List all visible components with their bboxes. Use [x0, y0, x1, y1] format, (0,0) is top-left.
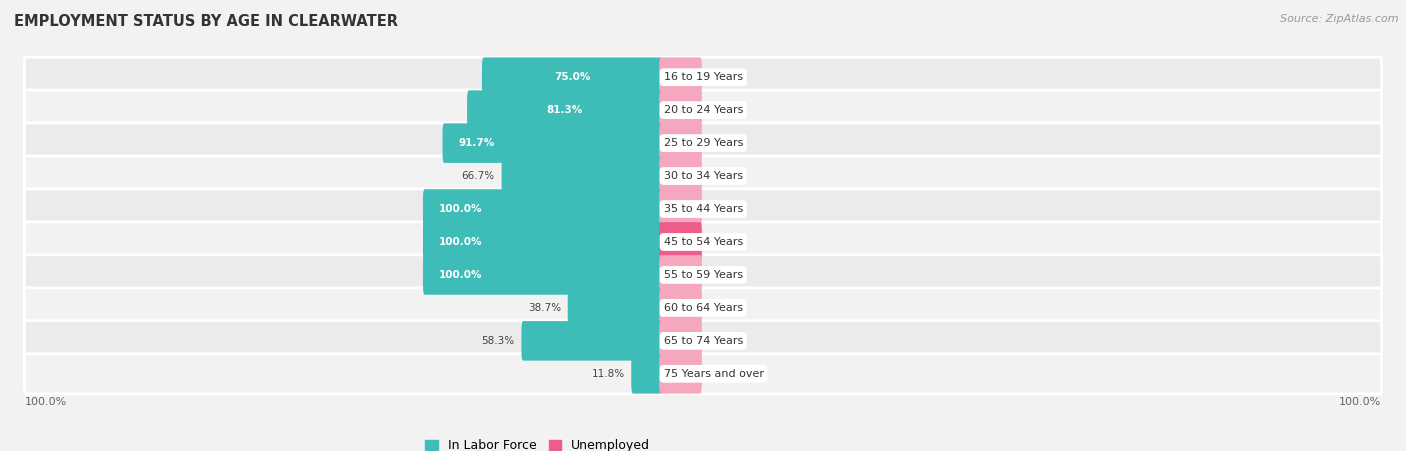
FancyBboxPatch shape — [24, 288, 1382, 328]
FancyBboxPatch shape — [659, 123, 702, 163]
FancyBboxPatch shape — [423, 189, 662, 229]
Text: 91.7%: 91.7% — [458, 138, 495, 148]
Text: 35 to 44 Years: 35 to 44 Years — [664, 204, 742, 214]
Text: 0.0%: 0.0% — [709, 72, 735, 82]
FancyBboxPatch shape — [24, 354, 1382, 394]
Text: 100.0%: 100.0% — [25, 397, 67, 407]
FancyBboxPatch shape — [659, 255, 702, 295]
Text: 0.0%: 0.0% — [709, 336, 735, 346]
Text: 14.7%: 14.7% — [662, 237, 695, 247]
Text: 0.0%: 0.0% — [709, 270, 735, 280]
Text: 75.0%: 75.0% — [554, 72, 591, 82]
FancyBboxPatch shape — [467, 90, 662, 130]
FancyBboxPatch shape — [659, 321, 702, 361]
Text: 20 to 24 Years: 20 to 24 Years — [664, 105, 742, 115]
Text: 75 Years and over: 75 Years and over — [664, 369, 763, 379]
Text: 0.0%: 0.0% — [709, 204, 735, 214]
FancyBboxPatch shape — [24, 222, 1382, 262]
Text: 100.0%: 100.0% — [439, 270, 482, 280]
FancyBboxPatch shape — [24, 123, 1382, 163]
FancyBboxPatch shape — [24, 156, 1382, 196]
FancyBboxPatch shape — [568, 288, 662, 328]
Text: 0.0%: 0.0% — [709, 171, 735, 181]
FancyBboxPatch shape — [502, 156, 662, 196]
Text: 25 to 29 Years: 25 to 29 Years — [664, 138, 742, 148]
Text: 55 to 59 Years: 55 to 59 Years — [664, 270, 742, 280]
Text: 100.0%: 100.0% — [439, 237, 482, 247]
Text: 0.0%: 0.0% — [709, 105, 735, 115]
FancyBboxPatch shape — [659, 57, 702, 97]
Text: 60 to 64 Years: 60 to 64 Years — [664, 303, 742, 313]
FancyBboxPatch shape — [24, 189, 1382, 229]
FancyBboxPatch shape — [482, 57, 662, 97]
FancyBboxPatch shape — [659, 222, 702, 262]
FancyBboxPatch shape — [659, 156, 702, 196]
FancyBboxPatch shape — [24, 321, 1382, 361]
Text: 30 to 34 Years: 30 to 34 Years — [664, 171, 742, 181]
FancyBboxPatch shape — [659, 288, 702, 328]
Text: Source: ZipAtlas.com: Source: ZipAtlas.com — [1281, 14, 1399, 23]
Text: EMPLOYMENT STATUS BY AGE IN CLEARWATER: EMPLOYMENT STATUS BY AGE IN CLEARWATER — [14, 14, 398, 28]
Text: 66.7%: 66.7% — [461, 171, 495, 181]
Text: 58.3%: 58.3% — [481, 336, 515, 346]
Text: 65 to 74 Years: 65 to 74 Years — [664, 336, 742, 346]
Text: 0.0%: 0.0% — [709, 138, 735, 148]
FancyBboxPatch shape — [24, 90, 1382, 130]
Text: 100.0%: 100.0% — [439, 204, 482, 214]
FancyBboxPatch shape — [24, 57, 1382, 97]
Text: 0.0%: 0.0% — [709, 303, 735, 313]
FancyBboxPatch shape — [659, 354, 702, 394]
FancyBboxPatch shape — [443, 123, 662, 163]
Legend: In Labor Force, Unemployed: In Labor Force, Unemployed — [425, 439, 651, 451]
Text: 38.7%: 38.7% — [527, 303, 561, 313]
FancyBboxPatch shape — [24, 255, 1382, 295]
Text: 100.0%: 100.0% — [1339, 397, 1381, 407]
FancyBboxPatch shape — [522, 321, 662, 361]
Text: 16 to 19 Years: 16 to 19 Years — [664, 72, 742, 82]
Text: 0.0%: 0.0% — [709, 369, 735, 379]
Text: 81.3%: 81.3% — [547, 105, 583, 115]
FancyBboxPatch shape — [631, 354, 662, 394]
FancyBboxPatch shape — [423, 222, 662, 262]
Text: 45 to 54 Years: 45 to 54 Years — [664, 237, 742, 247]
Text: 11.8%: 11.8% — [592, 369, 624, 379]
FancyBboxPatch shape — [423, 255, 662, 295]
FancyBboxPatch shape — [659, 90, 702, 130]
FancyBboxPatch shape — [659, 189, 702, 229]
